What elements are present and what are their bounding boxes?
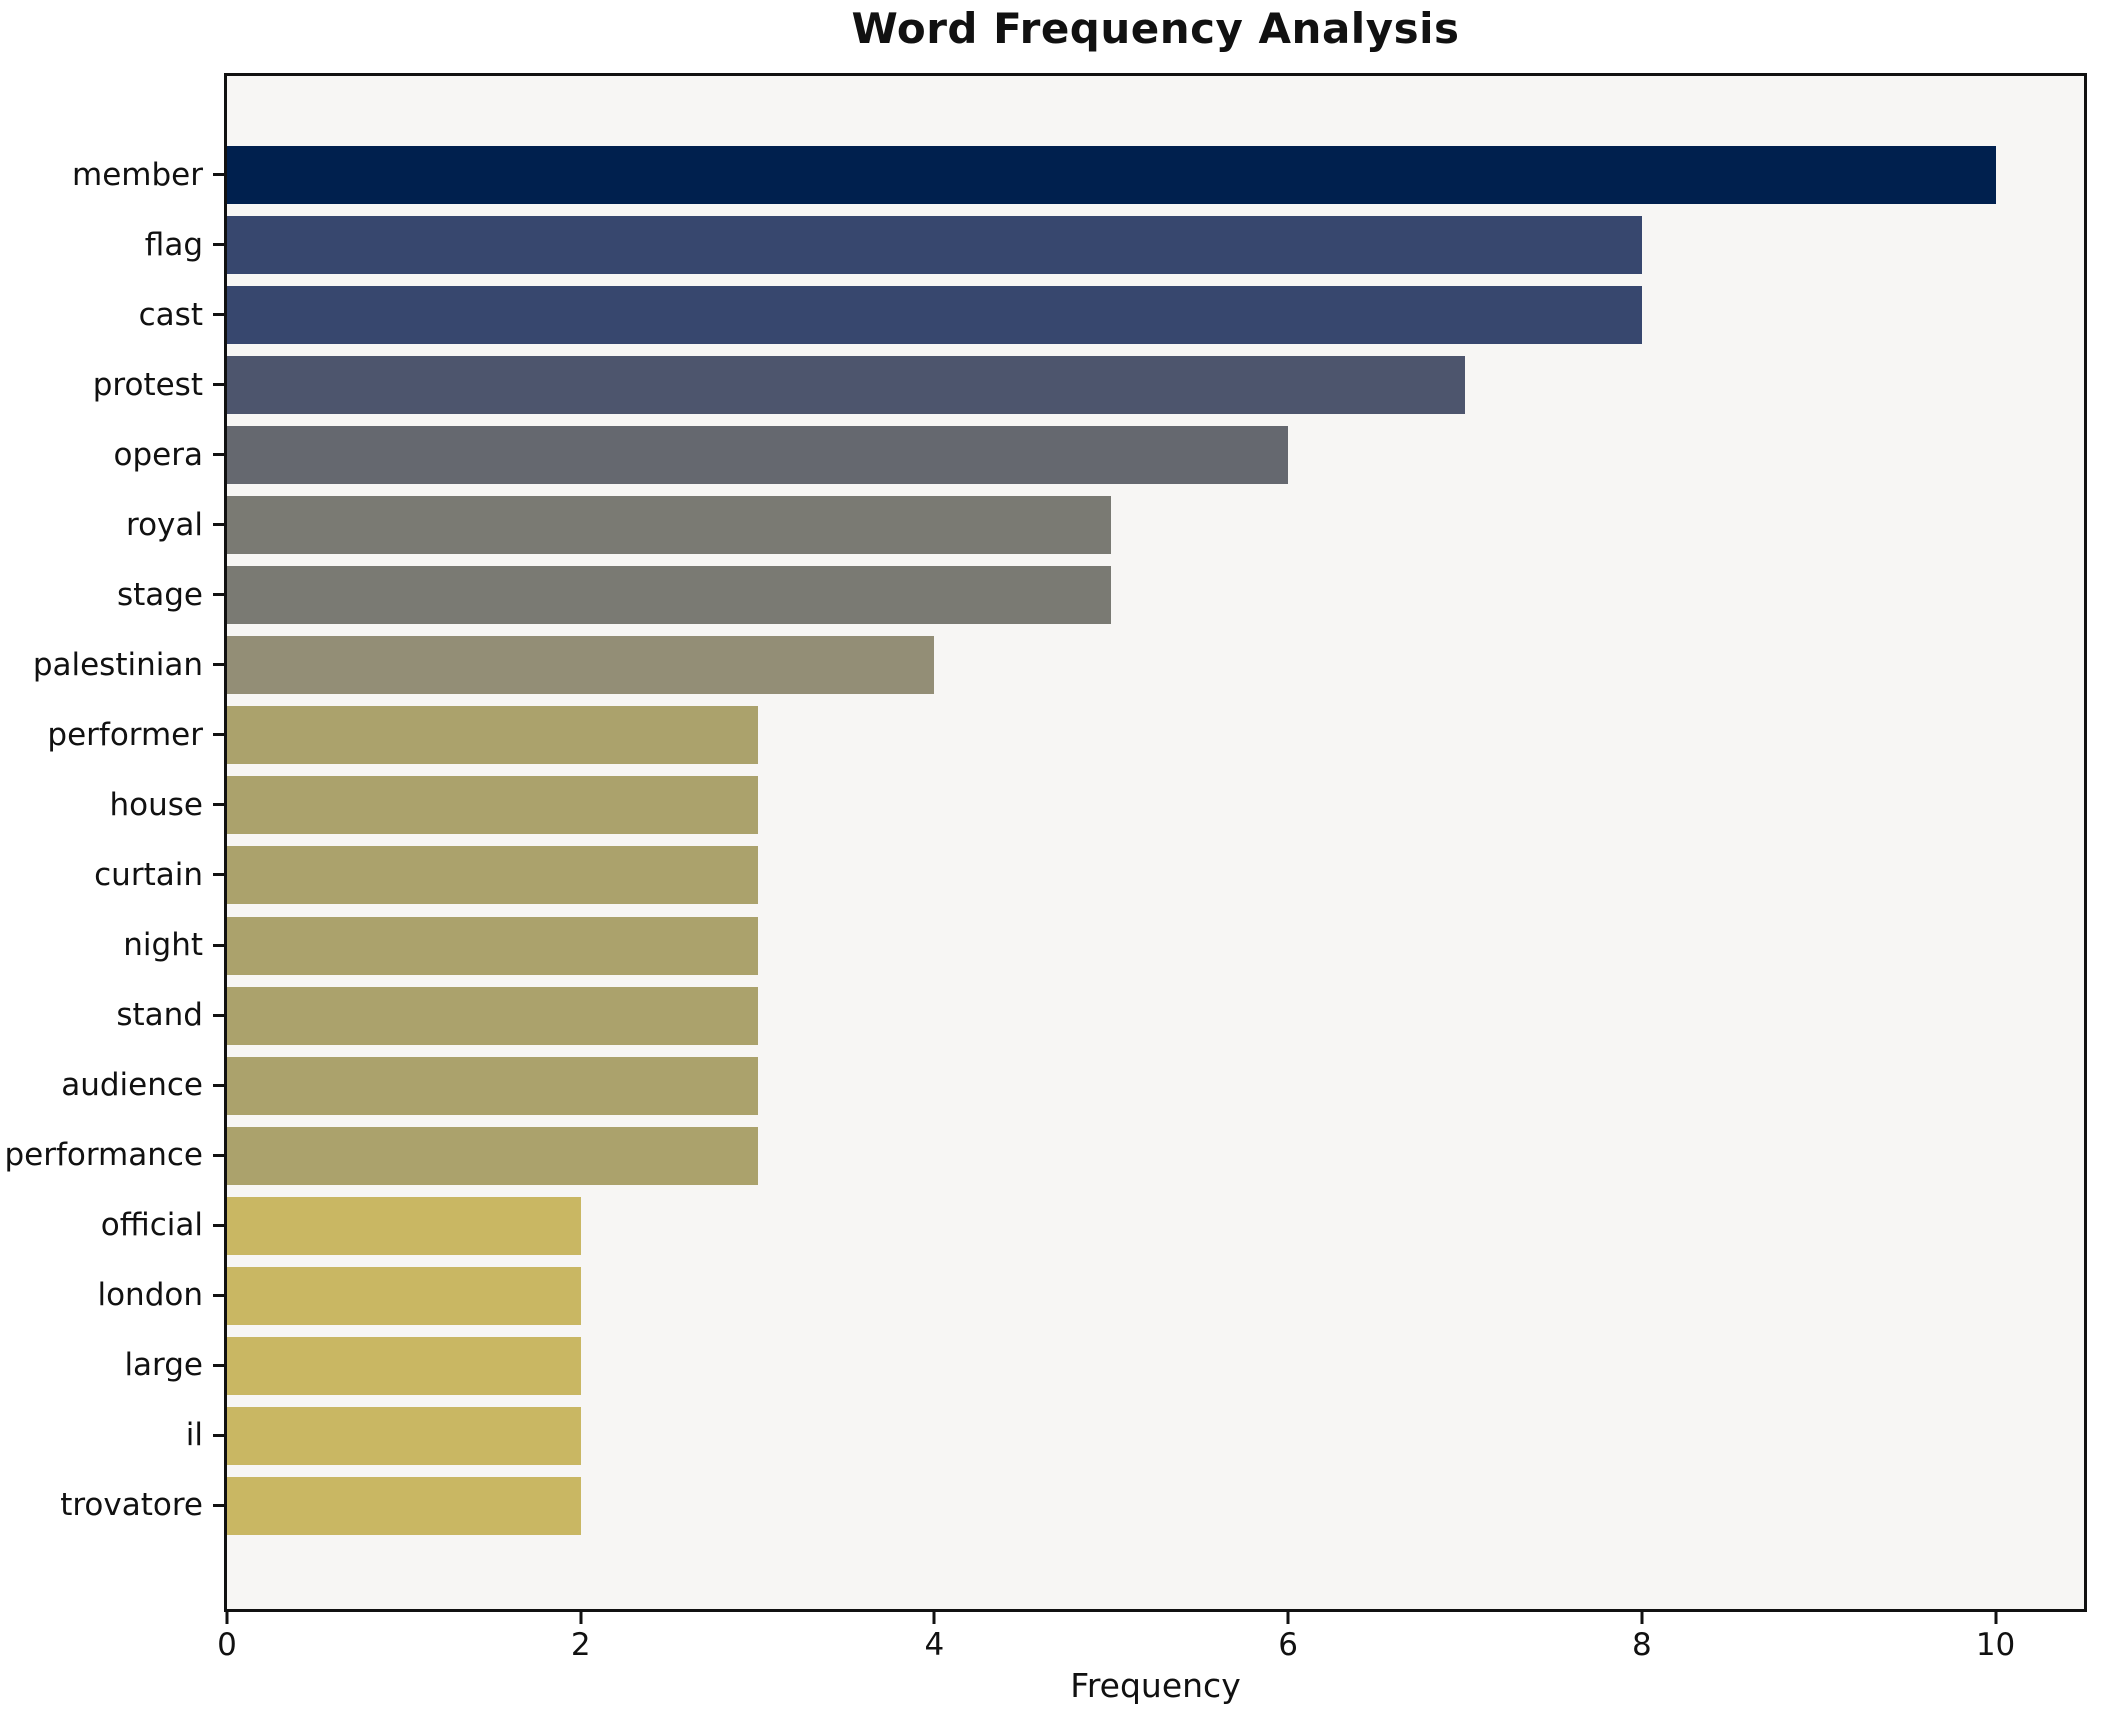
y-tick	[213, 803, 224, 807]
bar-row: royal	[126, 490, 2084, 560]
bar	[227, 566, 1112, 625]
y-tick	[213, 1223, 224, 1227]
bar-row: audience	[61, 1051, 2084, 1121]
y-axis-label: curtain	[94, 856, 203, 893]
bar-row: protest	[93, 350, 2084, 420]
y-axis-label: flag	[144, 226, 203, 263]
bar	[227, 636, 935, 695]
y-tick	[213, 1433, 224, 1437]
x-tick-mark	[932, 1612, 936, 1624]
x-tick-mark	[225, 1612, 229, 1624]
y-tick	[213, 383, 224, 387]
bar	[227, 1266, 581, 1325]
y-tick	[213, 173, 224, 177]
bars-container: member flag cast protest opera royal stage pale…	[4, 76, 2084, 1609]
bar-row: flag	[145, 210, 2084, 280]
bar	[227, 1126, 758, 1185]
y-tick	[213, 593, 224, 597]
bar-row: stand	[116, 981, 2084, 1051]
bar	[227, 216, 1642, 275]
y-axis-label: member	[72, 156, 203, 193]
y-tick	[213, 1363, 224, 1367]
bar	[227, 356, 1465, 415]
bar-row: trovatore	[60, 1471, 2084, 1541]
y-tick	[213, 873, 224, 877]
y-axis-label: trovatore	[60, 1487, 203, 1524]
y-axis-label: night	[123, 927, 203, 964]
bar	[227, 1196, 581, 1255]
bar	[227, 426, 1289, 485]
y-tick	[213, 523, 224, 527]
x-tick-label: 10	[1975, 1627, 2016, 1663]
y-axis-label: large	[124, 1347, 203, 1384]
y-tick	[213, 1013, 224, 1017]
bar	[227, 1336, 581, 1395]
bar	[227, 1056, 758, 1115]
y-tick	[213, 733, 224, 737]
bar-row: palestinian	[33, 630, 2084, 700]
bar	[227, 496, 1112, 555]
y-axis-label: cast	[138, 296, 203, 333]
y-axis-label: audience	[61, 1067, 203, 1104]
plot-area: member flag cast protest opera royal stage pale…	[4, 73, 2087, 1612]
bar-row: il	[186, 1401, 2084, 1471]
bar-row: house	[110, 770, 2084, 840]
bar-row: opera	[114, 420, 2084, 490]
bar	[227, 776, 758, 835]
x-tick-label: 4	[924, 1627, 945, 1663]
x-tick-label: 8	[1631, 1627, 1652, 1663]
bar-row: large	[124, 1331, 2084, 1401]
y-axis-label: performer	[47, 716, 203, 753]
y-axis-label: london	[97, 1277, 203, 1314]
y-tick	[213, 943, 224, 947]
y-axis-label: stage	[116, 576, 203, 613]
bar-row: curtain	[94, 840, 2084, 910]
y-tick	[213, 1503, 224, 1507]
bar	[227, 916, 758, 975]
y-tick	[213, 313, 224, 317]
bar-row: cast	[139, 280, 2084, 350]
x-axis-title: Frequency	[1070, 1666, 1241, 1705]
bar	[227, 146, 1996, 205]
bar-row: stage	[117, 560, 2084, 630]
y-tick	[213, 243, 224, 247]
bar	[227, 846, 758, 905]
y-axis-label: house	[109, 786, 203, 823]
bar-row: member	[72, 140, 2084, 210]
x-tick-mark	[1994, 1612, 1998, 1624]
x-tick-mark	[1640, 1612, 1644, 1624]
y-tick	[213, 453, 224, 457]
y-tick	[213, 1153, 224, 1157]
bar	[227, 986, 758, 1045]
y-axis-label: performance	[4, 1137, 203, 1174]
x-tick-label: 2	[570, 1627, 591, 1663]
x-tick-mark	[1286, 1612, 1290, 1624]
y-axis-label: palestinian	[32, 646, 203, 683]
y-axis-label: stand	[116, 997, 203, 1034]
y-axis-label: royal	[126, 506, 203, 543]
y-tick	[213, 1293, 224, 1297]
bar-row: official	[101, 1191, 2084, 1261]
x-tick-label: 6	[1278, 1627, 1299, 1663]
bar-row: london	[97, 1261, 2084, 1331]
y-axis-label: il	[185, 1417, 203, 1454]
bar	[227, 286, 1642, 345]
bar-row: performer	[47, 700, 2084, 770]
x-tick-label: 0	[217, 1627, 237, 1663]
bar	[227, 706, 758, 765]
y-tick	[213, 1083, 224, 1087]
x-tick-mark	[579, 1612, 583, 1624]
y-axis-label: official	[100, 1207, 203, 1244]
bar	[227, 1476, 581, 1535]
y-tick	[213, 663, 224, 667]
chart-title: Word Frequency Analysis	[851, 4, 1460, 53]
bar-row: performance	[4, 1121, 2084, 1191]
bar	[227, 1406, 581, 1465]
y-axis-label: protest	[92, 366, 203, 403]
y-axis-label: opera	[113, 436, 203, 473]
bar-row: night	[123, 911, 2084, 981]
x-axis: 0 2 4 6 8 10	[217, 1612, 2084, 1682]
